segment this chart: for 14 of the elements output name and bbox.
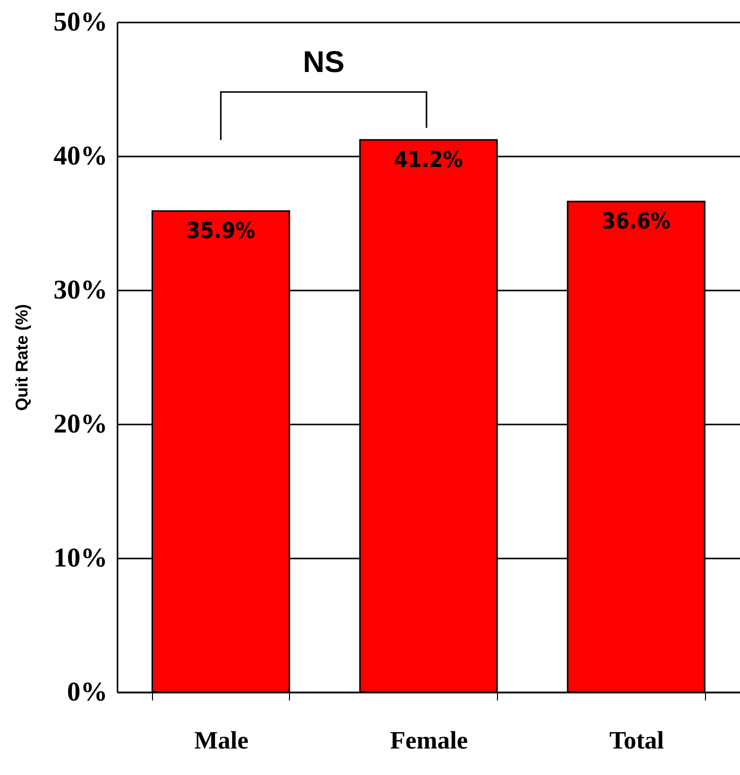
y-tick-label: 50% xyxy=(54,6,108,36)
data-label: 36.6% xyxy=(602,210,671,235)
x-tick-label: Female xyxy=(390,728,468,754)
y-axis-title: Quit Rate (%) xyxy=(12,304,32,411)
y-tick-label: 40% xyxy=(54,140,108,170)
x-tick-label: Male xyxy=(194,728,248,754)
y-tick-label: 30% xyxy=(54,274,108,304)
annotation: NS xyxy=(302,46,345,79)
data-label: 35.9% xyxy=(186,218,256,244)
data-label: 41.2% xyxy=(394,148,463,173)
x-tick-label: Total xyxy=(609,728,664,754)
y-tick-label: 0% xyxy=(67,676,108,706)
y-tick-label: 20% xyxy=(54,408,108,438)
y-tick-label: 10% xyxy=(54,542,108,572)
